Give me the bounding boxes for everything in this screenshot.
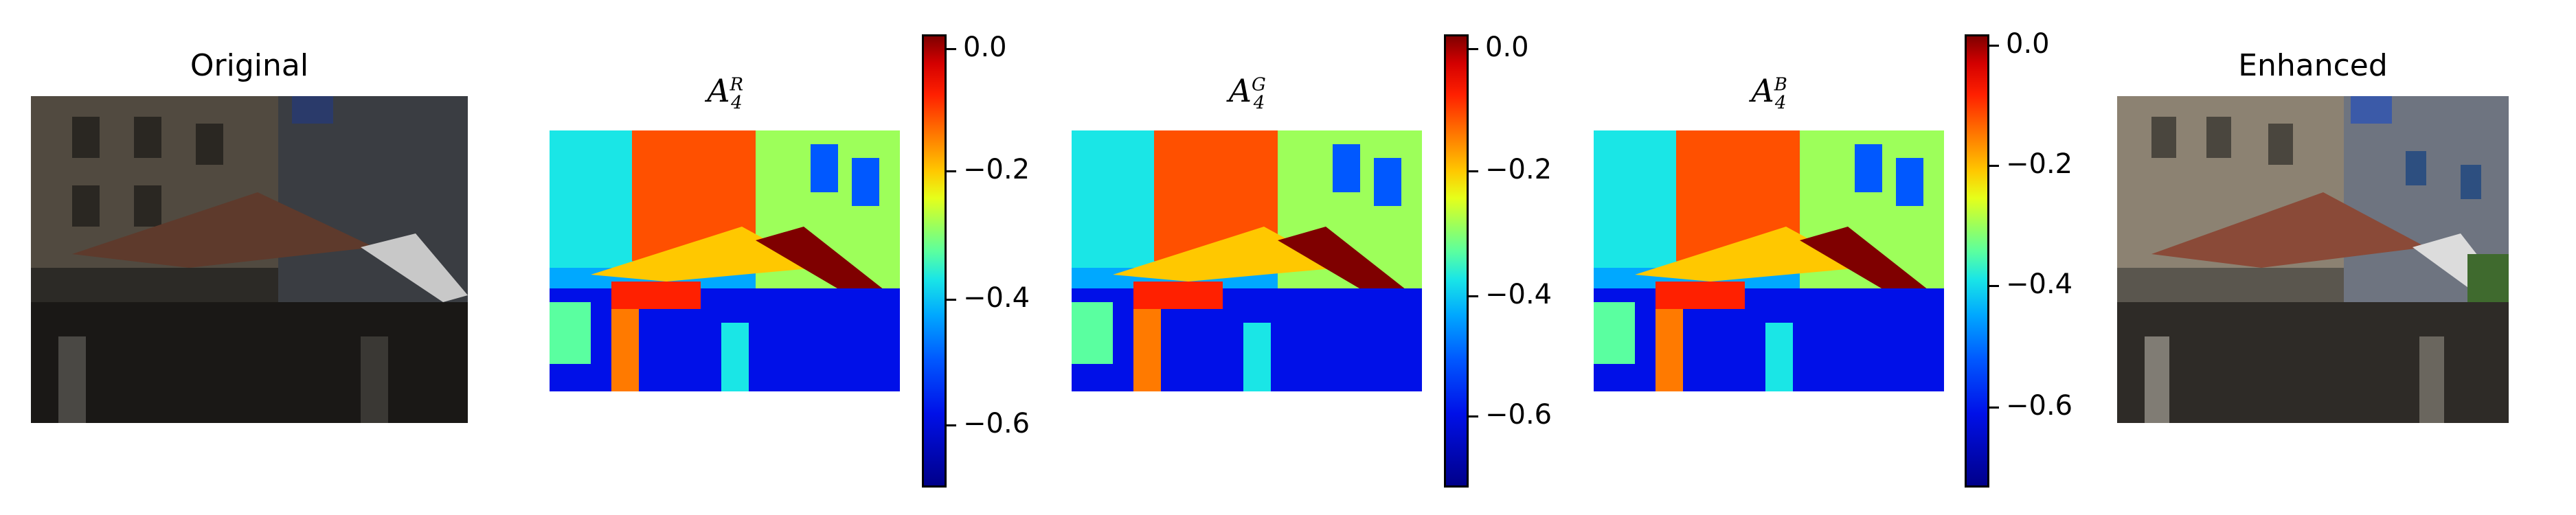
colorbar-g-tick-label: −0.6 — [1485, 399, 1552, 431]
attention-map-g-title: AG4 — [1228, 72, 1266, 114]
colorbar-g-tick — [1469, 48, 1478, 50]
colorbar-r-tick-label: 0.0 — [963, 32, 1007, 63]
colorbar-r-tick — [947, 170, 956, 172]
colorbar-g-tick — [1469, 295, 1478, 297]
colorbar-r-tick-label: −0.4 — [963, 282, 1030, 314]
attention-map-b-svg — [1594, 130, 1944, 391]
colorbar-g-tick-label: −0.2 — [1485, 154, 1552, 185]
colorbar-b-tick — [1989, 45, 1999, 47]
attention-map-r-svg — [550, 130, 900, 391]
colorbar-g-tick — [1469, 170, 1478, 172]
enhanced-title: Enhanced — [2238, 48, 2388, 83]
attention-map-r-title: AR4 — [707, 72, 744, 114]
attention-map-r — [550, 130, 900, 391]
colorbar-g-tick-label: −0.4 — [1485, 279, 1552, 310]
enhanced-photo — [2117, 96, 2509, 423]
colorbar-r-tick — [947, 424, 956, 426]
colorbar-r-tick-label: −0.2 — [963, 154, 1030, 185]
original-photo — [31, 96, 468, 423]
colorbar-b-tick-label: −0.4 — [2006, 268, 2073, 300]
colorbar-b-tick-label: −0.6 — [2006, 390, 2073, 422]
colorbar-r — [922, 34, 947, 488]
colorbar-b — [1965, 34, 1989, 488]
colorbar-g — [1444, 34, 1469, 488]
colorbar-b-tick — [1989, 407, 1999, 409]
colorbar-r-tick — [947, 48, 956, 50]
colorbar-r-tick-label: −0.6 — [963, 408, 1030, 439]
original-title: Original — [190, 48, 309, 83]
enhanced-photo-svg — [2117, 96, 2509, 423]
colorbar-b-tick-label: 0.0 — [2006, 28, 2050, 60]
colorbar-b-tick — [1989, 165, 1999, 167]
colorbar-g-tick-label: 0.0 — [1485, 32, 1529, 63]
colorbar-b-tick-label: −0.2 — [2006, 148, 2073, 180]
colorbar-b-tick — [1989, 285, 1999, 287]
attention-map-b-title: AB4 — [1751, 72, 1787, 114]
original-photo-svg — [31, 96, 468, 423]
attention-map-b — [1594, 130, 1944, 391]
attention-map-g-svg — [1072, 130, 1422, 391]
colorbar-r-tick — [947, 299, 956, 301]
colorbar-g-tick — [1469, 415, 1478, 417]
attention-map-g — [1072, 130, 1422, 391]
